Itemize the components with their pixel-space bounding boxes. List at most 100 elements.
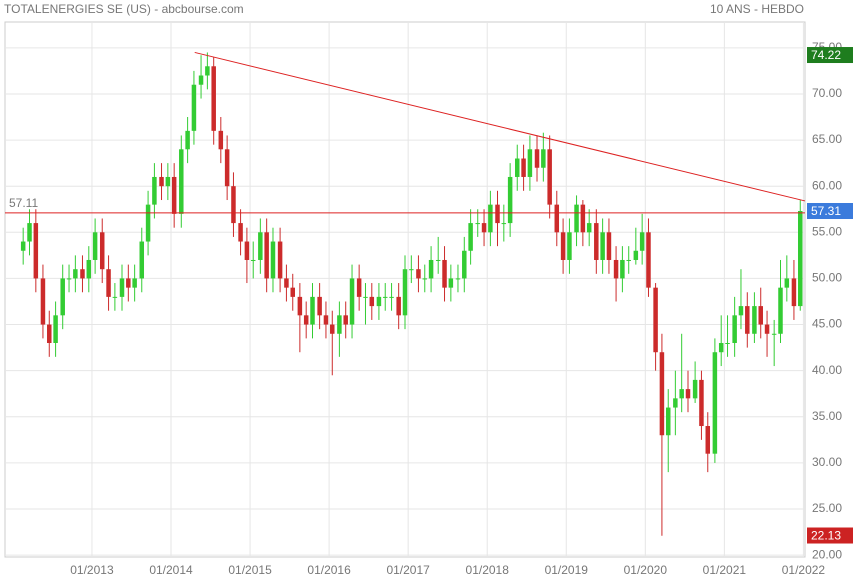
candle-body: [343, 315, 348, 325]
x-tick-label: 01/2013: [70, 563, 114, 577]
trend-line: [194, 51, 806, 202]
x-tick-label: 01/2022: [782, 563, 826, 577]
x-tick-label: 01/2018: [466, 563, 510, 577]
x-tick-label: 01/2015: [228, 563, 272, 577]
candle-body: [126, 278, 131, 288]
y-tick-label: 60.00: [812, 178, 842, 192]
candle-body: [606, 232, 612, 260]
x-tick-label: 01/2019: [545, 563, 589, 577]
candle-body: [534, 149, 540, 168]
candle-body: [791, 278, 797, 307]
candle-body: [33, 223, 39, 279]
candle-body: [179, 149, 184, 214]
candle-body: [191, 84, 197, 131]
candle-body: [60, 278, 65, 316]
candle-body: [330, 324, 335, 334]
candle-body: [620, 259, 625, 279]
candle-body: [132, 278, 137, 288]
candle-body: [560, 232, 566, 260]
candle-body: [515, 158, 520, 177]
candle-body: [507, 176, 513, 224]
candle-body: [139, 241, 145, 279]
candle-body: [218, 130, 224, 150]
candle-body: [653, 287, 658, 353]
candle-body: [798, 211, 803, 307]
candle-body: [738, 306, 744, 316]
candle-body: [185, 130, 190, 150]
y-tick-label: 70.00: [812, 86, 842, 100]
candle-body: [422, 278, 428, 280]
candle-body: [106, 269, 111, 297]
y-tick-label: 55.00: [812, 224, 842, 238]
candle-body: [442, 259, 447, 288]
x-tick-label: 01/2014: [149, 563, 193, 577]
chart-title: TOTALENERGIES SE (US) - abcbourse.com: [4, 2, 244, 16]
y-tick-label: 50.00: [812, 271, 842, 285]
candle-body: [66, 278, 72, 280]
candle-body: [80, 269, 85, 279]
candle-body: [613, 259, 619, 279]
candle-body: [250, 259, 256, 261]
price-badge: [807, 203, 853, 220]
candle-body: [435, 259, 441, 261]
candle-body: [337, 315, 342, 334]
candle-body: [712, 352, 718, 454]
candle-body: [363, 296, 368, 298]
candle-body: [396, 296, 401, 316]
candle-body: [416, 269, 421, 279]
candle-body: [198, 75, 204, 85]
candle-body: [297, 296, 303, 316]
candle-body: [659, 352, 665, 436]
candle-body: [409, 269, 414, 271]
candle-body: [86, 259, 92, 279]
candle-body: [495, 204, 500, 224]
candle-body: [554, 204, 560, 233]
candle-body: [673, 398, 678, 408]
candle-body: [152, 176, 157, 205]
candle-body: [264, 232, 269, 279]
x-tick-label: 01/2017: [386, 563, 430, 577]
candle-body: [244, 241, 250, 260]
candle-body: [679, 389, 684, 399]
candle-body: [159, 176, 164, 187]
candle-body: [428, 259, 434, 279]
candle-body: [771, 333, 777, 335]
candle-body: [369, 296, 375, 307]
reference-label: 57.11: [9, 196, 38, 210]
candle-body: [92, 232, 98, 260]
candle-body: [112, 296, 118, 298]
candle-body: [238, 223, 243, 242]
candle-body: [303, 315, 309, 325]
candle-body: [481, 223, 487, 233]
candle-body: [501, 223, 507, 225]
y-tick-label: 65.00: [812, 132, 842, 146]
candle-body: [290, 287, 295, 297]
candle-body: [145, 204, 151, 242]
candle-body: [784, 278, 790, 288]
candle-body: [685, 389, 691, 399]
candle-body: [40, 278, 46, 325]
candle-body: [73, 269, 78, 279]
candle-body: [231, 186, 236, 224]
candle-body: [455, 278, 461, 280]
candle-body: [382, 296, 388, 298]
candle-body: [119, 278, 125, 297]
candle-body: [692, 379, 698, 399]
candle-body: [699, 379, 704, 427]
y-tick-label: 25.00: [812, 501, 842, 515]
chart-subtitle: 10 ANS - HEBDO: [710, 2, 804, 16]
candle-body: [764, 324, 770, 334]
candle-body: [277, 241, 283, 279]
candle-body: [778, 287, 783, 334]
candle-body: [205, 66, 210, 76]
x-tick-label: 01/2020: [624, 563, 668, 577]
candle-body: [27, 223, 32, 242]
candle-body: [547, 149, 552, 205]
candle-body: [462, 250, 467, 279]
candle-body: [284, 278, 289, 288]
y-tick-label: 30.00: [812, 455, 842, 469]
candle-body: [639, 232, 645, 251]
candle-body: [317, 296, 322, 316]
